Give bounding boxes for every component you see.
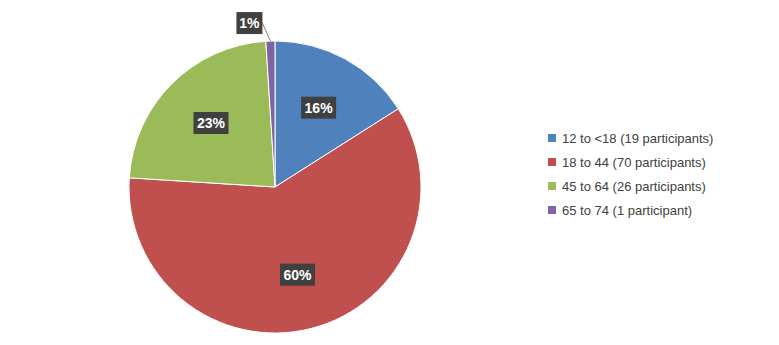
svg-text:23%: 23% [197,115,226,131]
html-text:12 to <18 (19 participants): 12 to <18 (19 participants) [562,130,714,146]
html-text:65 to 74 (1 participant): 65 to 74 (1 participant) [562,202,693,218]
html-text:45 to 64 (26 participants): 45 to 64 (26 participants) [562,178,706,194]
html-text:18 to 44 (70 participants): 18 to 44 (70 participants) [562,154,706,170]
svg-text:1%: 1% [239,15,260,31]
svg-text:16%: 16% [305,100,334,116]
svg-text:60%: 60% [283,267,312,283]
